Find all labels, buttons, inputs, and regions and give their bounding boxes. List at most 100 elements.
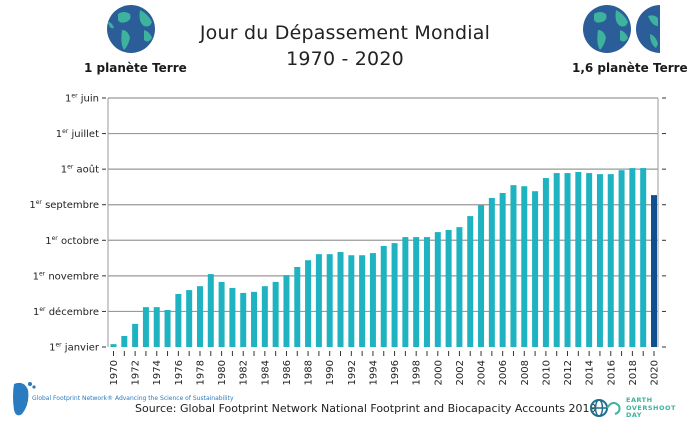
y-tick-label: 1er décembre <box>33 306 99 318</box>
x-tick-label: 1996 <box>390 360 401 385</box>
bar-1980 <box>218 281 225 347</box>
bar-1984 <box>261 286 268 347</box>
bar-1993 <box>359 255 366 347</box>
bar-2012 <box>564 173 571 347</box>
x-tick-label: 1978 <box>195 360 206 385</box>
bar-2018 <box>629 168 636 347</box>
bar-1970 <box>110 344 117 347</box>
bar-2006 <box>499 192 506 347</box>
logo-right-text: EARTH OVERSHOOT DAY <box>626 396 676 419</box>
y-tick-label: 1er juin <box>65 93 99 105</box>
x-tick-label: 1974 <box>152 360 163 385</box>
bar-2016 <box>607 174 614 347</box>
bar-1985 <box>272 281 279 347</box>
bar-2019 <box>640 168 647 347</box>
bar-2002 <box>456 227 463 347</box>
bar-1996 <box>391 243 398 347</box>
bar-2011 <box>553 173 560 347</box>
x-tick-label: 2006 <box>498 360 509 385</box>
bar-1974 <box>153 307 160 347</box>
bar-1988 <box>305 260 312 347</box>
y-tick-label: 1er août <box>61 164 99 176</box>
bar-2008 <box>521 186 528 347</box>
x-tick-label: 1984 <box>260 360 271 385</box>
y-tick-label: 1er juillet <box>56 128 99 140</box>
bar-2003 <box>467 216 474 347</box>
global-footprint-network-logo: Global Footprint Network® Advancing the … <box>8 380 234 424</box>
x-tick-label: 2004 <box>477 360 488 385</box>
x-tick-label: 1988 <box>304 360 315 385</box>
x-tick-label: 1976 <box>174 360 185 385</box>
bar-1997 <box>402 237 409 347</box>
source-note: Source: Global Footprint Network Nationa… <box>135 402 597 415</box>
bar-2013 <box>575 171 582 347</box>
bar-2000 <box>434 232 441 347</box>
bar-1981 <box>229 287 236 347</box>
chart-subtitle: 1970 - 2020 <box>286 48 404 70</box>
bar-2004 <box>478 205 485 347</box>
bar-1971 <box>121 335 128 347</box>
bar-1995 <box>380 245 387 347</box>
y-tick-label: 1er janvier <box>49 342 100 354</box>
bar-2010 <box>542 178 549 347</box>
bar-1975 <box>164 310 171 347</box>
bar-1982 <box>240 292 247 347</box>
bar-2005 <box>488 197 495 347</box>
bar-1989 <box>315 254 322 347</box>
earth-globe-icon <box>107 5 155 53</box>
x-tick-label: 1994 <box>368 360 379 385</box>
right-globe-label: 1,6 planète Terre <box>572 61 688 75</box>
footprint-icon <box>13 382 36 416</box>
y-axis: 1er juin 1er juillet 1er août 1er septembre… <box>29 93 666 354</box>
bar-2014 <box>586 173 593 347</box>
x-tick-label: 2014 <box>585 360 596 385</box>
x-tick-label: 1980 <box>217 360 228 385</box>
bar-1994 <box>369 253 376 347</box>
bar-1972 <box>132 323 139 347</box>
bar-1991 <box>337 252 344 347</box>
bar-1992 <box>348 255 355 347</box>
bars <box>110 168 657 347</box>
bar-1983 <box>251 291 258 347</box>
x-tick-label: 2010 <box>541 360 552 385</box>
bar-1998 <box>413 237 420 347</box>
bar-2015 <box>596 174 603 347</box>
y-tick-label: 1er septembre <box>29 199 99 211</box>
x-tick-label: 2008 <box>520 360 531 385</box>
bar-1978 <box>196 286 203 347</box>
bar-2007 <box>510 185 517 347</box>
x-tick-label: 1986 <box>282 360 293 385</box>
earth-overshoot-day-logo: EARTH OVERSHOOT DAY <box>588 396 675 423</box>
x-tick-label: 1970 <box>109 360 120 385</box>
x-tick-label: 2002 <box>455 360 466 385</box>
x-tick-label: 1972 <box>131 360 142 385</box>
globe-loop-icon <box>590 399 621 417</box>
y-tick-label: 1er octobre <box>45 235 99 247</box>
bar-1986 <box>283 275 290 347</box>
x-tick-label: 2016 <box>606 360 617 385</box>
earth-globe-and-partial-globe-icon <box>583 5 660 53</box>
x-tick-label: 1982 <box>239 360 250 385</box>
x-tick-label: 2018 <box>628 360 639 385</box>
bar-1990 <box>326 254 333 347</box>
bar-1976 <box>175 293 182 347</box>
x-tick-label: 1998 <box>412 360 423 385</box>
bar-2020 <box>651 195 657 347</box>
x-axis: 1970 1972 1974 1976 1978 1980 1982 1984 1986 1988… <box>109 351 661 385</box>
chart-title: Jour du Dépassement Mondial <box>199 22 491 44</box>
bar-2017 <box>618 170 625 347</box>
logo-left-text: Global Footprint Network® Advancing the … <box>32 395 234 402</box>
x-tick-label: 2020 <box>650 360 661 385</box>
bar-1977 <box>186 290 193 347</box>
bar-2001 <box>445 229 452 347</box>
bar-1999 <box>423 237 430 347</box>
left-globe-label: 1 planète Terre <box>84 61 187 75</box>
bar-2009 <box>532 191 539 347</box>
x-tick-label: 1990 <box>325 360 336 385</box>
bar-1973 <box>142 307 149 347</box>
x-tick-label: 1992 <box>347 360 358 385</box>
y-tick-label: 1er novembre <box>33 270 99 282</box>
bar-1979 <box>207 274 214 347</box>
x-tick-label: 2000 <box>433 360 444 385</box>
